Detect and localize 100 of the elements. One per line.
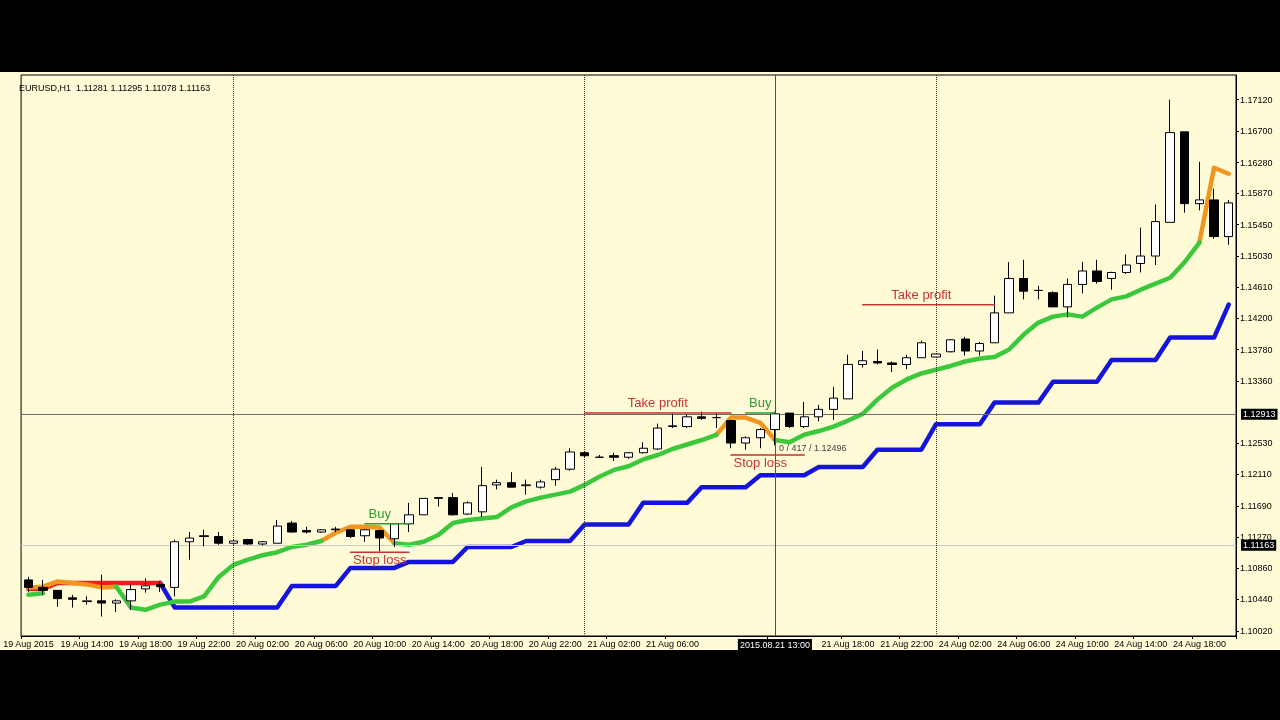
candlestick: [1078, 261, 1087, 294]
candlestick: [419, 497, 428, 516]
x-tick-label: 20 Aug 10:00: [353, 638, 407, 649]
candlestick: [785, 412, 794, 429]
y-tick-label: 1.10860: [1240, 562, 1273, 573]
x-tick-label: 21 Aug 02:00: [587, 638, 641, 649]
series-label: Buy: [749, 395, 772, 411]
candlestick: [68, 594, 77, 609]
candlestick: [199, 529, 209, 547]
ref-line-label: 1.12913: [1243, 409, 1276, 420]
candlestick: [1063, 277, 1072, 318]
series-label: Buy: [368, 505, 392, 521]
candlestick: [1209, 188, 1219, 240]
candlestick: [902, 354, 911, 370]
candlestick: [390, 523, 399, 548]
candlestick: [1019, 259, 1028, 300]
candlestick: [507, 471, 516, 488]
candlestick: [829, 386, 838, 421]
y-tick-label: 1.12530: [1240, 438, 1273, 449]
x-tick-label: 20 Aug 02:00: [236, 638, 290, 649]
candlestick: [741, 435, 750, 451]
candlestick: [975, 341, 984, 356]
y-tick-label: 1.11690: [1240, 500, 1272, 511]
y-tick-label: 1.10020: [1240, 625, 1273, 636]
x-tick-label: 24 Aug 02:00: [938, 638, 992, 649]
candlestick: [1151, 203, 1160, 266]
candlestick: [258, 540, 267, 546]
candlestick: [53, 589, 62, 608]
candlestick: [1224, 199, 1233, 246]
candlestick: [770, 411, 780, 446]
candlestick: [668, 412, 677, 429]
candlestick: [448, 492, 458, 517]
y-tick-label: 1.17120: [1240, 94, 1273, 105]
candlestick: [434, 497, 443, 508]
candlestick: [1136, 227, 1145, 273]
candlestick: [682, 414, 692, 429]
candlestick: [580, 450, 589, 458]
y-tick-label: 1.15870: [1240, 188, 1273, 199]
x-tick-label: 2015.08.21 13:00: [739, 639, 810, 650]
candlestick: [156, 580, 165, 593]
candlestick: [478, 466, 487, 518]
candlestick: [492, 479, 501, 490]
y-tick-label: 1.10440: [1240, 594, 1273, 605]
x-tick-label: 24 Aug 06:00: [997, 638, 1051, 649]
candlestick: [931, 353, 941, 358]
candlestick: [287, 520, 297, 534]
series-label: Take profit: [891, 286, 952, 302]
candlestick: [961, 336, 970, 356]
y-tick-label: 1.15030: [1240, 251, 1273, 262]
candlestick: [990, 295, 999, 344]
y-tick-label: 1.16700: [1240, 126, 1273, 137]
y-tick-label: 1.15450: [1240, 219, 1273, 230]
candlestick: [229, 539, 238, 546]
candlestick: [1195, 161, 1204, 211]
candlestick: [917, 340, 926, 359]
candlestick: [82, 595, 92, 606]
candlestick: [726, 419, 736, 449]
candlestick: [639, 441, 648, 454]
candlestick: [1165, 99, 1175, 223]
y-tick-label: 1.12110: [1240, 469, 1272, 480]
x-tick-label: 24 Aug 10:00: [1055, 638, 1109, 649]
candlestick: [273, 519, 282, 544]
candlestick: [185, 531, 194, 561]
candlestick: [858, 350, 867, 368]
candlestick: [1107, 271, 1116, 291]
candlestick: [565, 447, 575, 472]
candlestick: [1004, 261, 1014, 314]
x-tick-label: 20 Aug 14:00: [411, 638, 465, 649]
candlestick: [756, 427, 765, 449]
candlestick: [653, 423, 662, 451]
candlestick: [609, 452, 619, 462]
line-series: [157, 302, 1231, 610]
candlestick: [1180, 131, 1189, 214]
candlestick: [112, 598, 121, 613]
x-tick-label: 21 Aug 22:00: [880, 638, 934, 649]
candlestick: [463, 500, 472, 516]
candlestick: [551, 466, 560, 487]
y-tick-label: 1.13780: [1240, 344, 1273, 355]
y-tick-label: 1.13360: [1240, 375, 1273, 386]
x-tick-label: 20 Aug 18:00: [470, 638, 524, 649]
candlestick: [346, 528, 355, 539]
x-tick-label: 19 Aug 18:00: [118, 638, 173, 649]
candlestick: [24, 576, 33, 593]
candlestick: [331, 526, 340, 533]
candlestick: [624, 451, 633, 460]
series-label: Take profit: [627, 395, 689, 411]
y-tick-label: 1.16280: [1240, 157, 1273, 168]
y-tick-label: 1.14610: [1240, 282, 1273, 293]
y-tick-label: 1.14200: [1240, 313, 1273, 324]
candlestick: [214, 531, 223, 546]
candlestick: [141, 577, 150, 594]
y-tick-label: 1.11270: [1240, 532, 1272, 543]
candlestick: [946, 338, 955, 354]
candlestick: [38, 579, 48, 596]
candlestick: [521, 479, 531, 496]
candlestick: [1122, 254, 1131, 275]
candlestick: [595, 454, 604, 459]
candlestick: [887, 360, 897, 373]
candlestick: [800, 401, 809, 429]
x-tick-label: 20 Aug 06:00: [294, 638, 348, 649]
